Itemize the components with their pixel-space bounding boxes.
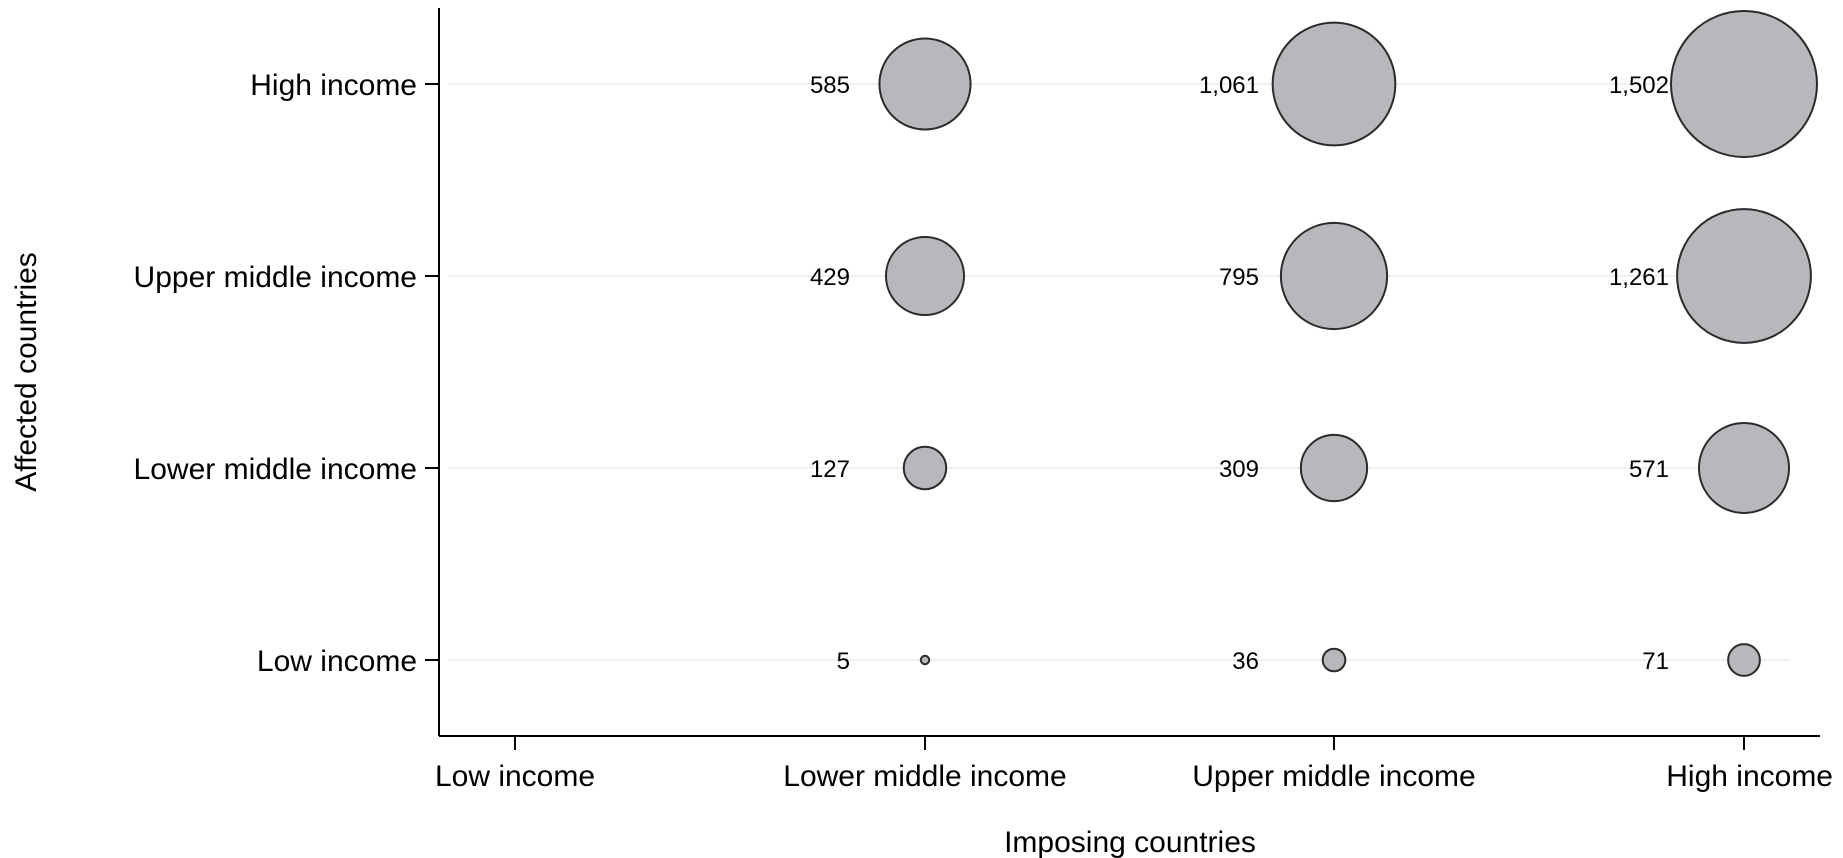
data-label-lower-middle-income-to-high-income: 585 xyxy=(810,72,850,99)
x-tick-label-upper-middle-income: Upper middle income xyxy=(1192,760,1475,793)
bubble-lower-middle-income-to-high-income xyxy=(878,37,972,131)
bubble-upper-middle-income-to-upper-middle-income xyxy=(1279,221,1389,331)
data-label-high-income-to-low-income: 71 xyxy=(1642,648,1669,675)
bubble-upper-middle-income-to-high-income xyxy=(1271,21,1397,147)
x-tick-label-lower-middle-income: Lower middle income xyxy=(783,760,1066,793)
y-axis-title: Affected countries xyxy=(10,252,43,492)
y-tick-label-upper-middle-income: Upper middle income xyxy=(134,261,417,294)
x-axis-ticks: Low income Lower middle income Upper middl… xyxy=(435,736,1833,793)
x-tick-label-low-income: Low income xyxy=(435,760,595,793)
data-label-upper-middle-income-to-upper-middle-income: 795 xyxy=(1219,264,1259,291)
data-label-lower-middle-income-to-upper-middle-income: 429 xyxy=(810,264,850,291)
y-tick-label-high-income: High income xyxy=(250,69,417,102)
data-labels: 585 1,061 1,502 429 795 1,261 127 309 571 5 36 71 xyxy=(810,72,1669,675)
data-label-upper-middle-income-to-low-income: 36 xyxy=(1232,648,1259,675)
data-label-upper-middle-income-to-high-income: 1,061 xyxy=(1199,72,1259,99)
x-tick-label-high-income: High income xyxy=(1666,760,1833,793)
bubble-upper-middle-income-to-low-income xyxy=(1321,647,1347,673)
bubble-high-income-to-high-income xyxy=(1670,10,1818,158)
data-label-high-income-to-upper-middle-income: 1,261 xyxy=(1609,264,1669,291)
bubble-lower-middle-income-to-lower-middle-income xyxy=(902,445,948,491)
bubble-high-income-to-low-income xyxy=(1727,643,1761,677)
data-label-high-income-to-lower-middle-income: 571 xyxy=(1629,456,1669,483)
bubble-lower-middle-income-to-upper-middle-income xyxy=(884,235,966,317)
data-label-upper-middle-income-to-lower-middle-income: 309 xyxy=(1219,456,1259,483)
bubble-high-income-to-lower-middle-income xyxy=(1697,421,1791,515)
gridlines xyxy=(448,83,1790,661)
data-label-lower-middle-income-to-low-income: 5 xyxy=(837,648,850,675)
data-label-lower-middle-income-to-lower-middle-income: 127 xyxy=(810,456,850,483)
y-axis-ticks: Low income Lower middle income Upper middl… xyxy=(134,69,439,678)
bubbles xyxy=(878,10,1818,677)
bubble-lower-middle-income-to-low-income xyxy=(919,654,931,666)
bubble-upper-middle-income-to-lower-middle-income xyxy=(1299,433,1369,503)
x-axis-title: Imposing countries xyxy=(1004,826,1256,858)
data-label-high-income-to-high-income: 1,502 xyxy=(1609,72,1669,99)
y-tick-label-low-income: Low income xyxy=(257,645,417,678)
bubble-high-income-to-upper-middle-income xyxy=(1676,208,1812,344)
y-tick-label-lower-middle-income: Lower middle income xyxy=(134,453,417,486)
